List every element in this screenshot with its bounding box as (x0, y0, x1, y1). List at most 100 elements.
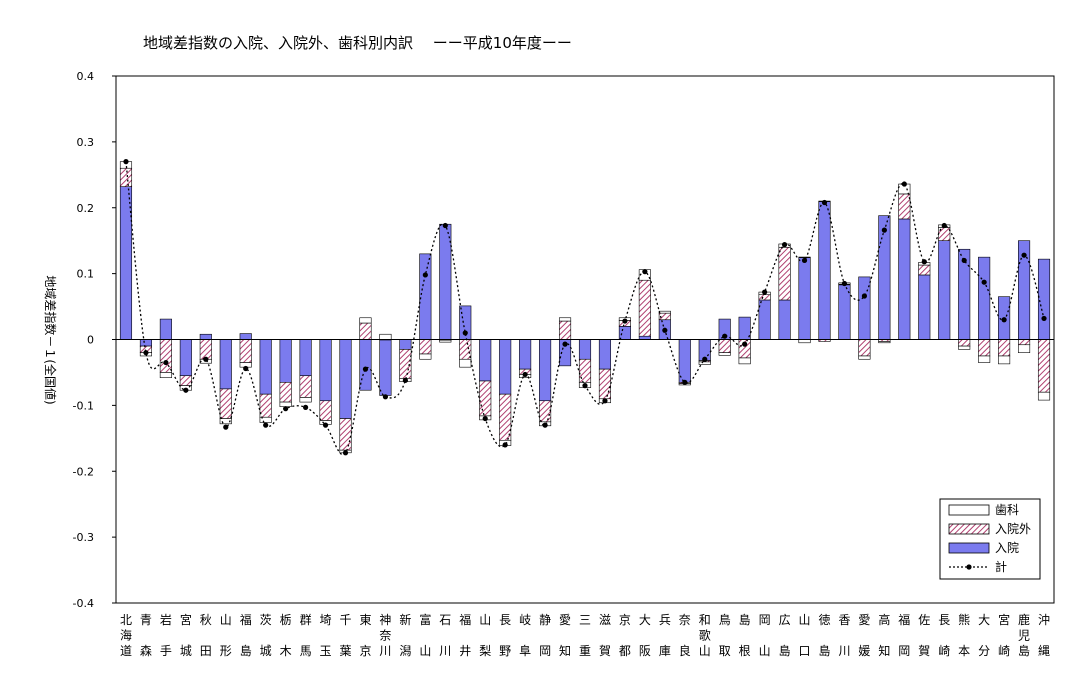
bar-inpatient (279, 339, 292, 383)
bar-inpatient (219, 339, 232, 390)
bar-outpatient (259, 393, 272, 418)
x-tick-label: 福島 (240, 612, 252, 658)
total-point (302, 404, 309, 410)
total-point (203, 356, 209, 362)
bar-dental (359, 317, 372, 324)
chart-title: 地域差指数の入院、入院外、歯科別内訳 ーー平成10年度ーー (143, 34, 572, 52)
bar-inpatient (339, 339, 352, 419)
bar-outpatient (239, 339, 252, 363)
x-tick-label: 岡山 (759, 613, 771, 658)
bar-inpatient (159, 318, 172, 340)
total-line-path (125, 161, 1045, 456)
total-point (442, 222, 448, 229)
bar-dental (718, 352, 731, 356)
bar-outpatient (359, 322, 372, 340)
bar-dental (299, 397, 312, 403)
x-tick-label: 徳島 (818, 612, 830, 658)
bar-dental (159, 372, 172, 379)
bar-inpatient (419, 253, 432, 340)
x-tick-label: 京都 (619, 613, 631, 658)
legend-label-inpatient: 入院 (995, 541, 1019, 555)
bar-inpatient (878, 215, 891, 340)
bar-inpatient (678, 339, 691, 383)
bar-dental (558, 317, 572, 322)
bar-outpatient (938, 227, 951, 241)
x-tick-label: 兵庫 (659, 613, 671, 658)
bar-inpatient (479, 339, 492, 382)
x-tick-label: 熊本 (958, 612, 970, 658)
bar-dental (658, 310, 671, 314)
bar-inpatient (818, 200, 831, 340)
bar-dental (698, 361, 711, 365)
total-point (742, 341, 748, 347)
bar-dental (419, 353, 432, 360)
total-point (263, 422, 269, 428)
y-axis-ticks: 0.4 0.3 0.2 0.1 0 -0.1 -0.2 -0.3 -0.4 (73, 70, 116, 610)
bar-outpatient (339, 418, 352, 451)
bar-outpatient (179, 375, 192, 386)
bar-outpatient (119, 167, 133, 187)
total-point (462, 330, 468, 336)
total-point (143, 350, 149, 356)
x-tick-label: 東京 (359, 613, 371, 658)
total-point (482, 415, 488, 422)
x-tick-label: 大分 (978, 613, 990, 658)
x-tick-label: 石川 (439, 613, 451, 658)
total-point (322, 422, 329, 428)
bar-dental (978, 355, 991, 363)
bar-dental (738, 357, 751, 365)
total-point (682, 379, 688, 385)
bar-outpatient (299, 375, 312, 398)
x-tick-label: 静岡 (539, 613, 551, 658)
bar-outpatient (319, 400, 332, 421)
bar-dental (219, 418, 232, 425)
bar-outpatient (858, 339, 871, 357)
bar-outpatient (958, 339, 971, 347)
bar-outpatient (998, 339, 1011, 357)
total-point (422, 272, 428, 278)
bar-outpatient (279, 382, 292, 403)
bar-outpatient (419, 339, 432, 355)
bar-inpatient (119, 186, 133, 340)
x-tick-label: 福岡 (898, 612, 910, 658)
total-point (1001, 317, 1007, 323)
x-tick-label: 茨城 (260, 613, 272, 658)
legend-swatch-outpatient (948, 523, 990, 535)
bar-dental (878, 341, 891, 344)
y-tick-label: 0.4 (77, 70, 95, 83)
x-tick-label: 山形 (220, 613, 232, 658)
bar-outpatient (539, 400, 552, 423)
x-tick-label: 長野 (499, 613, 511, 658)
x-tick-label: 鳥取 (719, 612, 731, 658)
y-tick-label: 0.2 (77, 202, 95, 215)
x-tick-label: 島根 (739, 612, 751, 658)
total-point (981, 279, 987, 285)
x-tick-label: 宮城 (180, 612, 192, 658)
total-point (881, 227, 887, 233)
x-tick-label: 沖縄 (1038, 613, 1050, 658)
x-tick-label: 宮崎 (998, 612, 1010, 658)
y-tick-label: -0.3 (73, 531, 94, 544)
bar-inpatient (978, 256, 991, 340)
bar-inpatient (838, 284, 851, 340)
bar-inpatient (239, 333, 252, 340)
total-point (781, 242, 788, 248)
legend-swatch-total-marker (966, 564, 972, 570)
x-tick-label: 和歌山 (699, 613, 711, 658)
legend-swatch-dental (948, 504, 990, 516)
bar-outpatient (758, 294, 771, 301)
y-tick-label: -0.2 (73, 465, 94, 478)
total-point (941, 222, 947, 229)
bar-dental (459, 358, 472, 368)
bar-inpatient (738, 316, 751, 340)
bar-outpatient (199, 339, 212, 360)
bar-dental (1037, 391, 1051, 401)
total-point (382, 394, 389, 400)
legend: 歯科 入院外 入院 計 (939, 498, 1041, 580)
bar-dental (998, 355, 1011, 365)
bar-inpatient (578, 339, 592, 360)
total-point (362, 366, 369, 372)
total-point (562, 341, 568, 347)
x-tick-label: 千葉 (340, 613, 352, 658)
total-point (961, 257, 967, 264)
